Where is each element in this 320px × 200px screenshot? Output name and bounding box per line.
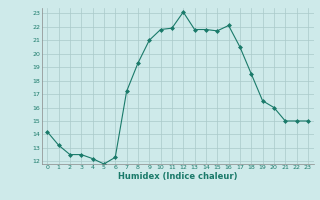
X-axis label: Humidex (Indice chaleur): Humidex (Indice chaleur) <box>118 172 237 181</box>
